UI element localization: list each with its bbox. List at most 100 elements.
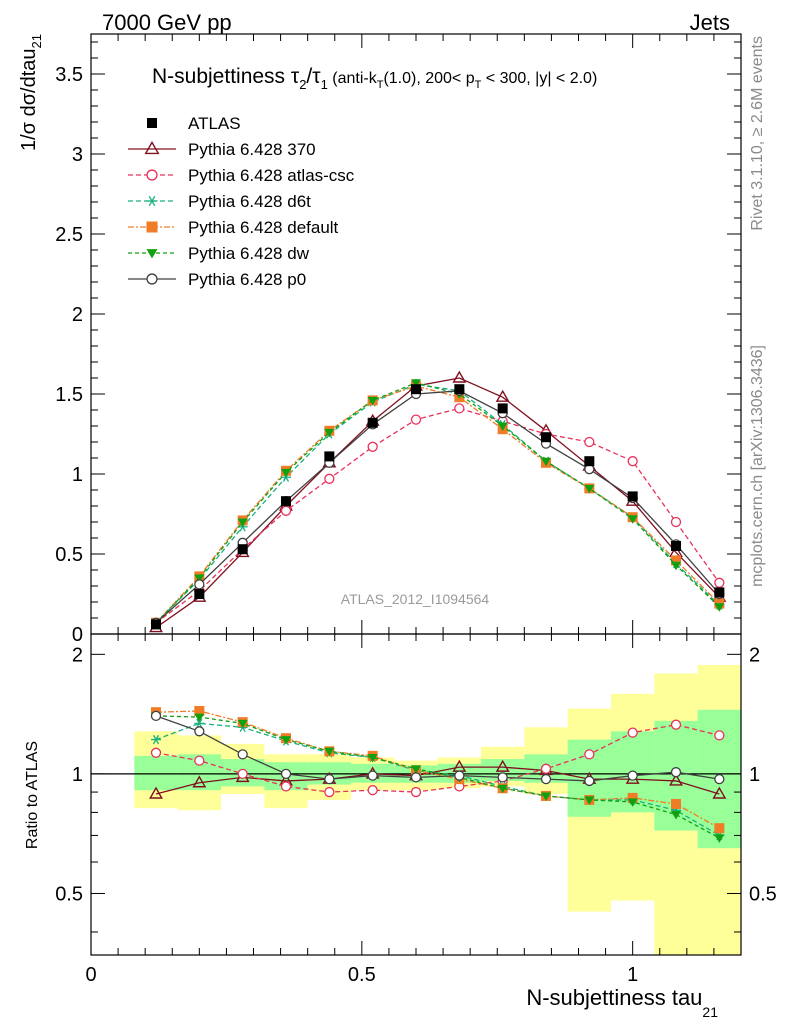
main-y-axis-label: 1/σ dσ/dtau21 bbox=[18, 34, 44, 151]
ratio-series-4-point-3 bbox=[281, 736, 291, 745]
main-series-0-point-8 bbox=[495, 389, 510, 402]
main-series-1-point-3 bbox=[280, 505, 292, 516]
ratio-series-4-point-13 bbox=[714, 834, 725, 843]
ratio-y-axis-label: Ratio to ATLAS bbox=[24, 741, 41, 849]
rivet-version-label: Rivet 3.1.10, ≥ 2.6M events bbox=[749, 36, 766, 231]
data-point-11 bbox=[627, 491, 638, 502]
ratio-series-3-point-1 bbox=[194, 705, 205, 716]
legend-label-0: ATLAS bbox=[188, 114, 241, 133]
main-y-axis-label-sub: 21 bbox=[29, 34, 44, 48]
data-point-2 bbox=[237, 544, 248, 555]
ratio-y-tick-label-right-0: 0.5 bbox=[749, 883, 777, 905]
main-series-4-point-1 bbox=[194, 574, 205, 583]
ratio-y-tick-label-left-2: 2 bbox=[72, 644, 83, 666]
ratio-series-5-point-8 bbox=[497, 772, 508, 783]
main-series-0-point-7 bbox=[452, 370, 467, 383]
ratio-series-line-3 bbox=[155, 710, 720, 829]
analysis-watermark: ATLAS_2012_I1094564 bbox=[341, 591, 490, 607]
ratio-series-line-0 bbox=[155, 766, 720, 795]
ratio-series-2-point-0-stroke-2 bbox=[152, 734, 160, 745]
x-tick-label-2: 1 bbox=[627, 964, 638, 986]
ratio-series-0-point-8 bbox=[495, 759, 510, 772]
data-point-7 bbox=[454, 384, 465, 395]
ratio-series-4-point-2 bbox=[237, 719, 248, 729]
main-series-1-point-4 bbox=[324, 473, 335, 484]
main-plot: 0 0.5 1 1.5 2 2.5 3 3.5 bbox=[55, 33, 742, 646]
legend-label-2: Pythia 6.428 atlas-csc bbox=[188, 166, 355, 185]
ratio-series-4-point-9 bbox=[541, 792, 551, 801]
ratio-series-1-point-11 bbox=[627, 727, 638, 738]
ratio-series-5-point-7 bbox=[454, 770, 465, 781]
title-cut-e: < 300, |y| < 2.0) bbox=[481, 70, 597, 87]
ratio-series-5-point-10 bbox=[584, 775, 595, 787]
ratio-series-line-1 bbox=[155, 724, 720, 793]
ratio-series-1-point-0 bbox=[150, 747, 162, 758]
main-series-1-point-12 bbox=[670, 516, 682, 528]
ratio-series-1-point-6 bbox=[410, 786, 422, 798]
main-y-tick-label-7: 3.5 bbox=[55, 64, 83, 86]
legend-marker-3-stroke-2 bbox=[148, 195, 156, 207]
main-series-line-3 bbox=[155, 385, 720, 624]
ratio-series-4-point-4 bbox=[324, 747, 335, 757]
ratio-series-5-point-2 bbox=[237, 749, 248, 760]
main-series-1-point-7 bbox=[454, 403, 465, 414]
ratio-series-line-4 bbox=[155, 715, 720, 839]
ratio-series-4-point-1 bbox=[194, 713, 205, 723]
ratio-series-5-point-1 bbox=[194, 726, 205, 737]
main-series-5-point-1 bbox=[194, 579, 205, 590]
legend-label-1: Pythia 6.428 370 bbox=[188, 140, 316, 159]
ratio-y-tick-label-left-0: 0.5 bbox=[55, 883, 83, 905]
main-series-4-point-13 bbox=[714, 603, 725, 612]
legend: ATLAS Pythia 6.428 370 Pythia 6.428 atlas-… bbox=[128, 114, 355, 289]
data-point-8 bbox=[497, 403, 508, 414]
ratio-y-tick-label-right-1: 1 bbox=[749, 764, 760, 786]
ratio-series-4-point-11 bbox=[627, 798, 638, 807]
ratio-series-0-point-12 bbox=[669, 773, 683, 786]
title-slash: /τ bbox=[306, 65, 321, 88]
main-y-tick-label-1: 0.5 bbox=[55, 544, 83, 566]
ratio-series-line-5 bbox=[155, 715, 720, 782]
data-point-10 bbox=[584, 456, 595, 467]
legend-marker-4 bbox=[146, 221, 158, 233]
data-point-0 bbox=[151, 619, 161, 630]
ratio-series-3-point-11 bbox=[627, 792, 638, 803]
main-series-1-point-10 bbox=[584, 436, 595, 448]
title-sub2: 2 bbox=[299, 77, 306, 92]
ratio-series-3-point-13 bbox=[714, 823, 725, 834]
main-y-tick-label-5: 2.5 bbox=[55, 224, 83, 246]
ratio-series-5-point-0 bbox=[150, 710, 162, 721]
legend-label-3: Pythia 6.428 d6t bbox=[188, 192, 311, 211]
ratio-series-4-point-6 bbox=[411, 765, 421, 774]
header-right: Jets bbox=[690, 10, 730, 35]
title-sub1: 1 bbox=[321, 77, 328, 92]
data-point-1 bbox=[194, 589, 205, 599]
main-series-4-point-5 bbox=[367, 396, 378, 406]
ratio-series-1-point-10 bbox=[584, 749, 595, 760]
data-point-6 bbox=[411, 384, 421, 395]
main-series-4-point-4 bbox=[324, 428, 335, 438]
x-axis-label: N-subjettiness tau21 bbox=[526, 985, 718, 1020]
data-point-4 bbox=[324, 451, 335, 462]
data-point-3 bbox=[281, 496, 291, 507]
x-axis-label-sub: 21 bbox=[702, 1004, 718, 1020]
ratio-y-tick-label-left-1: 1 bbox=[72, 764, 83, 786]
data-point-9 bbox=[541, 432, 551, 443]
legend-marker-3 bbox=[146, 195, 158, 207]
main-series-line-1 bbox=[155, 407, 720, 624]
legend-marker-2 bbox=[146, 169, 158, 181]
main-series-4-point-8 bbox=[497, 422, 508, 431]
ratio-series-5-point-4 bbox=[324, 773, 335, 785]
ratio-series-1-point-9 bbox=[540, 763, 552, 774]
ratio-band-green-8 bbox=[481, 759, 525, 781]
legend-label-4: Pythia 6.428 default bbox=[188, 218, 339, 237]
data-point-12 bbox=[671, 541, 681, 551]
main-series-4-point-10 bbox=[584, 484, 595, 494]
title-cut-b: T bbox=[377, 79, 384, 91]
ratio-plot: 0.5 0.5 1 1 2 2 0 0.5 1 bbox=[55, 633, 777, 986]
ratio-series-5-point-6 bbox=[410, 772, 422, 783]
main-y-tick-label-2: 1 bbox=[72, 464, 83, 486]
x-tick-label-0: 0 bbox=[85, 964, 96, 986]
main-series-4-point-9 bbox=[541, 457, 551, 467]
ratio-series-1-point-2 bbox=[237, 768, 248, 780]
